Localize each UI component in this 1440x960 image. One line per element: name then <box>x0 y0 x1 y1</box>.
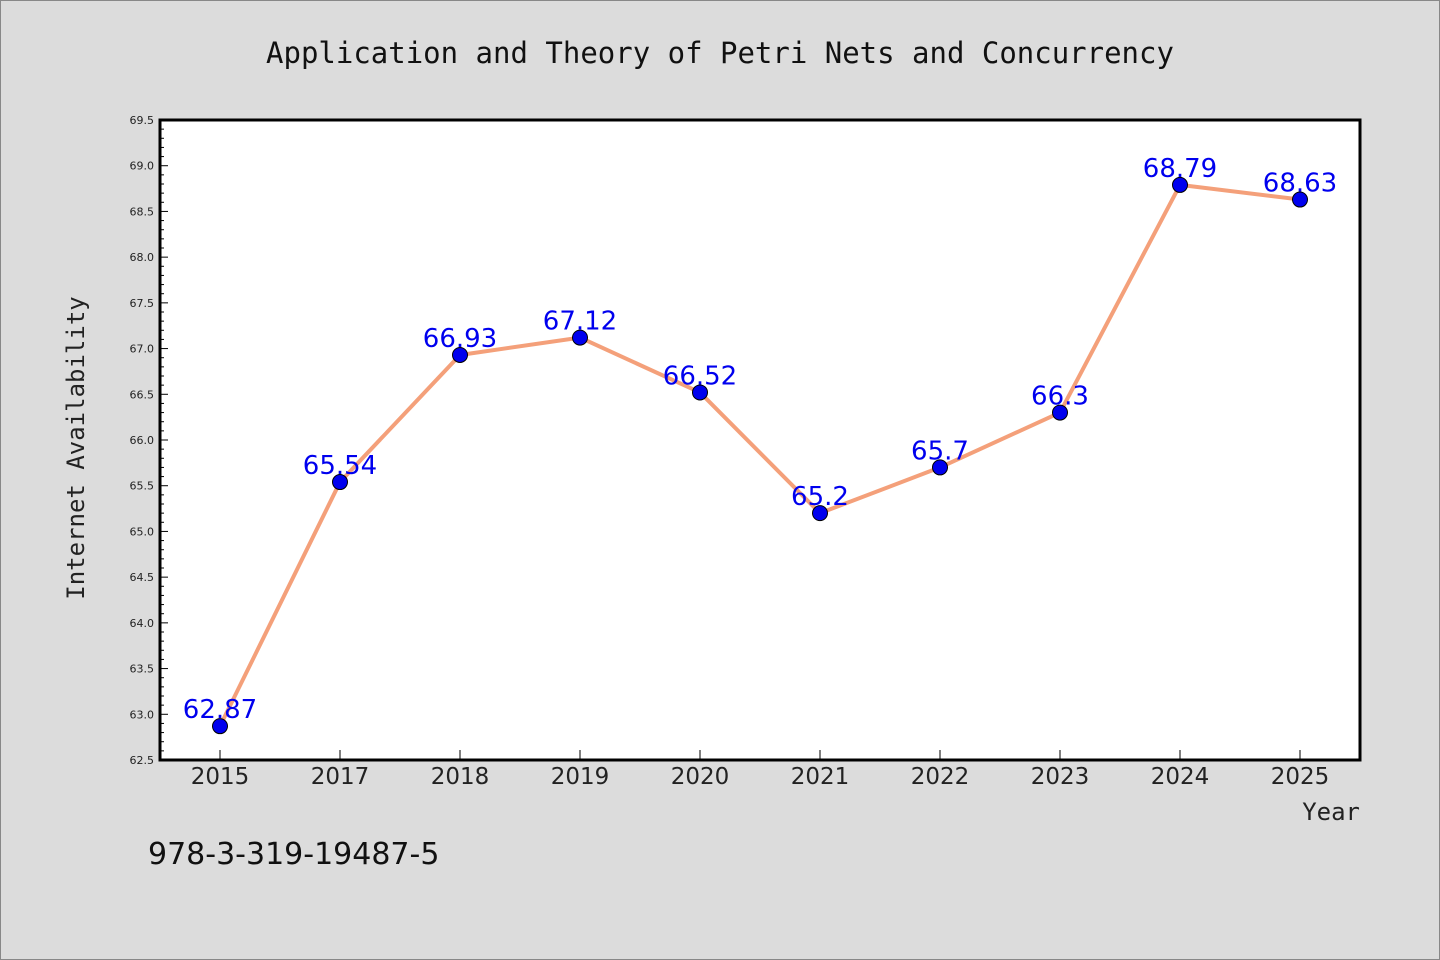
x-tick-label: 2025 <box>1271 764 1330 790</box>
y-tick-label: 65.0 <box>130 525 155 538</box>
y-tick-label: 66.0 <box>130 434 155 447</box>
data-point <box>692 384 708 401</box>
y-tick-label: 62.5 <box>130 754 155 767</box>
data-point <box>212 718 228 735</box>
x-tick-label: 2019 <box>551 764 610 790</box>
y-tick-label: 64.0 <box>130 617 155 630</box>
data-label: 65.54 <box>303 451 377 481</box>
data-label: 62.87 <box>183 695 257 725</box>
x-axis-title: Year <box>1302 798 1360 826</box>
y-tick-label: 63.5 <box>130 663 155 676</box>
data-point <box>1052 404 1068 421</box>
y-tick-label: 68.5 <box>130 205 155 218</box>
x-tick-label: 2023 <box>1031 764 1090 790</box>
data-point <box>932 459 948 476</box>
data-point <box>332 474 348 491</box>
plot-area <box>158 118 1362 762</box>
series-line <box>218 182 1301 728</box>
y-axis-title: Internet Availability <box>62 296 90 599</box>
chart-title: Application and Theory of Petri Nets and… <box>266 36 1174 70</box>
y-tick-label: 65.5 <box>130 480 155 493</box>
y-tick-label: 67.0 <box>130 343 155 356</box>
data-label: 66.93 <box>423 324 497 354</box>
y-tick-label: 69.0 <box>130 160 155 173</box>
footer-isbn: 978-3-319-19487-5 <box>148 837 439 872</box>
data-label: 68.79 <box>1143 154 1217 184</box>
data-point <box>812 505 828 522</box>
x-tick-label: 2020 <box>671 764 730 790</box>
data-label: 66.3 <box>1031 382 1089 412</box>
data-point <box>572 329 588 346</box>
x-tick-label: 2022 <box>911 764 970 790</box>
x-tick-label: 2021 <box>791 764 850 790</box>
y-axis: 62.5 63.0 63.5 64.0 64.5 65.0 65.5 66.0 66.5 67.0… <box>130 114 168 767</box>
data-label: 68.63 <box>1263 169 1337 199</box>
data-point <box>1292 191 1308 208</box>
y-tick-label: 66.5 <box>130 388 155 401</box>
series-group: 62.87 65.54 66.93 67.12 66.52 65.2 65.7 66.3 68.… <box>183 154 1337 735</box>
data-label: 65.7 <box>911 436 969 466</box>
x-axis: 2015 2017 2018 2019 2020 2021 2022 2023 2024 2025 <box>191 750 1330 790</box>
data-point <box>452 346 468 363</box>
x-tick-label: 2017 <box>311 764 370 790</box>
x-tick-label: 2024 <box>1151 764 1210 790</box>
x-tick-label: 2018 <box>431 764 490 790</box>
y-tick-label: 64.5 <box>130 571 155 584</box>
data-point <box>1172 176 1188 193</box>
data-label: 67.12 <box>543 307 617 337</box>
y-tick-label: 68.0 <box>130 251 155 264</box>
y-tick-label: 69.5 <box>130 114 155 127</box>
y-tick-label: 63.0 <box>130 708 155 721</box>
y-tick-label: 67.5 <box>130 297 155 310</box>
data-label: 66.52 <box>663 361 737 391</box>
x-tick-label: 2015 <box>191 764 250 790</box>
data-label: 65.2 <box>791 482 849 512</box>
